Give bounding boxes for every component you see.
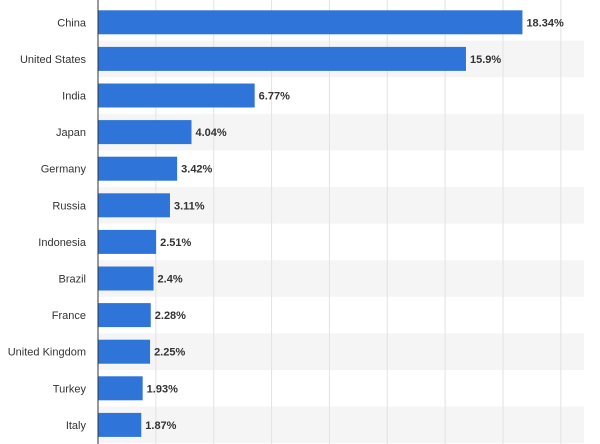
value-labels: 18.34% 15.9% 6.77% 4.04% 3.42% 3.11% 2.51% 2.4%… <box>145 17 564 432</box>
category-label: United Kingdom <box>8 347 86 359</box>
bar[interactable] <box>98 266 154 291</box>
bar[interactable] <box>98 193 170 218</box>
bar[interactable] <box>98 156 178 181</box>
category-label: Indonesia <box>38 237 87 249</box>
category-label: France <box>52 310 86 322</box>
category-label: Brazil <box>58 274 86 286</box>
value-label: 3.42% <box>181 164 212 176</box>
category-label: Japan <box>56 127 86 139</box>
category-label: United States <box>20 54 87 66</box>
bar[interactable] <box>98 83 255 108</box>
category-label: China <box>57 17 87 29</box>
bar[interactable] <box>98 376 143 401</box>
category-label: India <box>62 91 87 103</box>
value-label: 1.93% <box>147 383 178 395</box>
value-label: 1.87% <box>145 420 176 432</box>
bar[interactable] <box>98 303 151 328</box>
category-label: Germany <box>41 164 87 176</box>
bar[interactable] <box>98 46 466 71</box>
value-label: 2.4% <box>158 274 183 286</box>
bar[interactable] <box>98 10 523 35</box>
value-label: 2.25% <box>154 347 185 359</box>
value-label: 4.04% <box>195 127 226 139</box>
value-label: 15.9% <box>470 54 501 66</box>
value-label: 18.34% <box>526 17 564 29</box>
category-labels: China United States India Japan Germany Russi… <box>8 17 87 432</box>
gridlines <box>155 0 562 444</box>
bar[interactable] <box>98 120 192 145</box>
value-label: 2.28% <box>155 310 186 322</box>
category-label: Italy <box>66 420 87 432</box>
bar[interactable] <box>98 229 157 254</box>
bar[interactable] <box>98 412 142 437</box>
value-label: 6.77% <box>259 91 290 103</box>
category-label: Russia <box>52 200 87 212</box>
category-label: Turkey <box>53 383 87 395</box>
bars-group <box>98 10 523 437</box>
bar[interactable] <box>98 339 151 364</box>
row-stripe <box>98 187 584 224</box>
value-label: 2.51% <box>160 237 191 249</box>
value-label: 3.11% <box>174 200 205 212</box>
